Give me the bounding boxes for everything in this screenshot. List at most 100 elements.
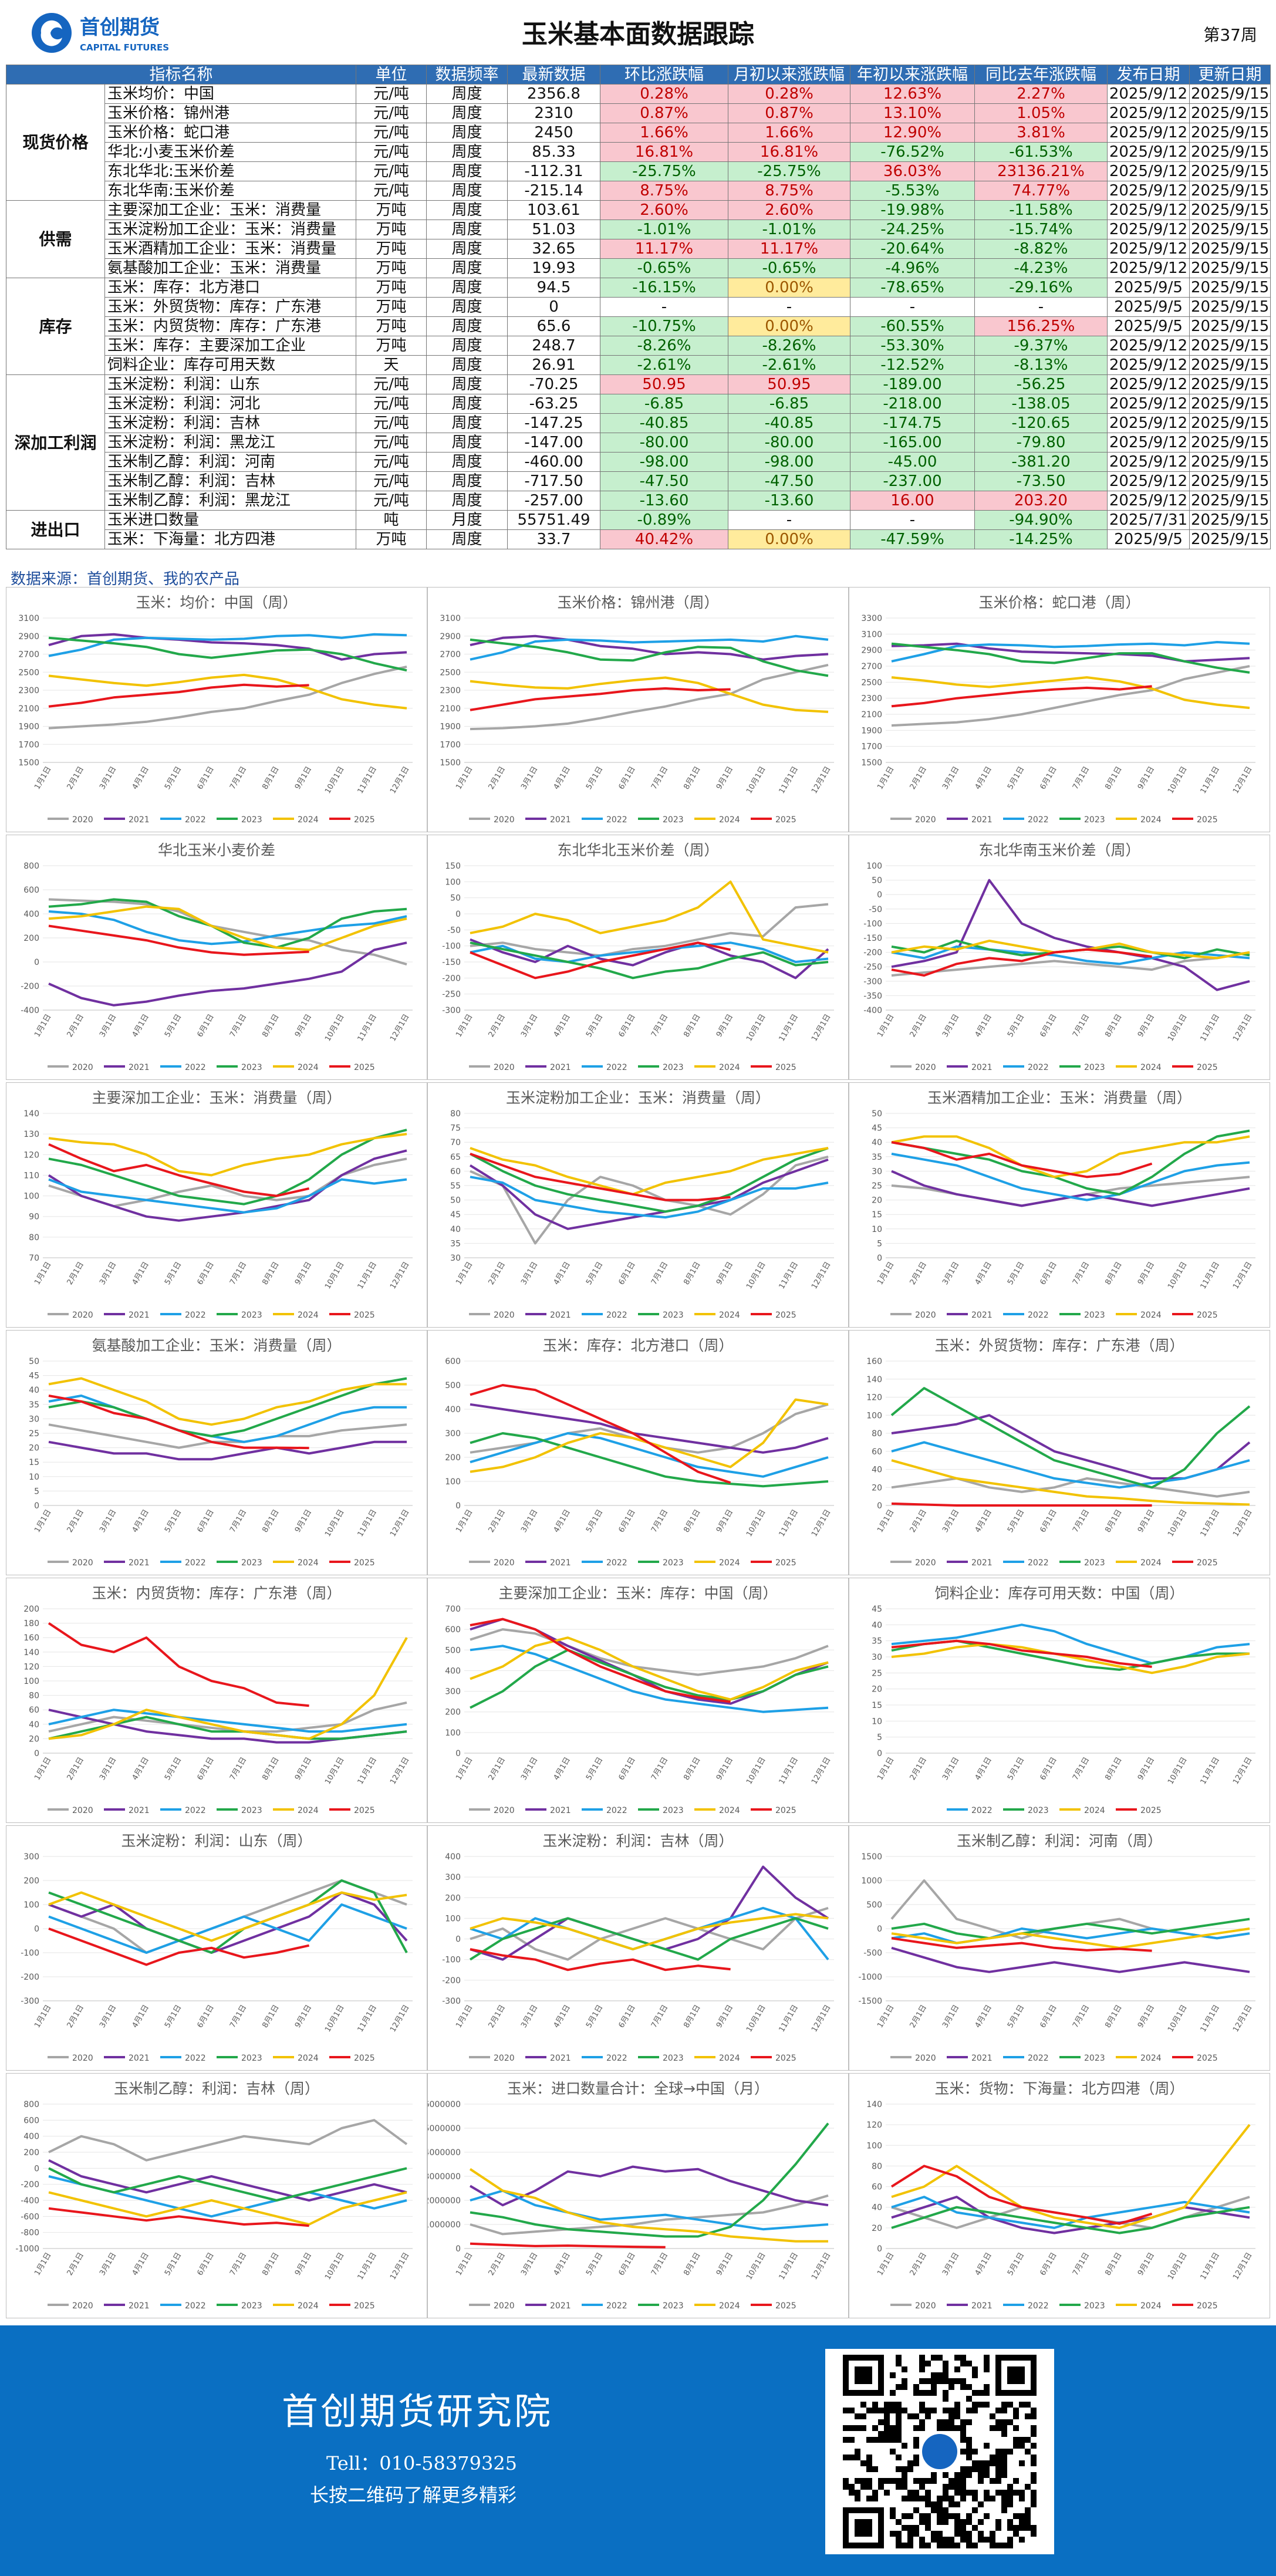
y-tick-label: 500 bbox=[445, 1381, 461, 1390]
y-tick-label: 60 bbox=[450, 1167, 461, 1176]
indicator-name: 玉米均价：中国 bbox=[104, 84, 356, 104]
change-cell: 0.00% bbox=[728, 529, 850, 549]
value-cell: 周度 bbox=[426, 471, 508, 491]
x-tick-label: 4月1日 bbox=[131, 2004, 151, 2030]
qr-module bbox=[966, 2443, 972, 2449]
x-tick-label: 7月1日 bbox=[650, 2251, 670, 2277]
x-tick-label: 11月1日 bbox=[778, 2251, 800, 2282]
change-cell: -381.20 bbox=[974, 452, 1108, 472]
y-tick-label: -200 bbox=[21, 982, 39, 991]
table-row: 库存 玉米：库存：北方港口 万吨 周度 94.5 -16.15% 0.00% -78.65% -… bbox=[6, 278, 1271, 375]
series-line-2020 bbox=[891, 951, 1250, 977]
y-tick-label: 0 bbox=[877, 1501, 882, 1511]
qr-module bbox=[843, 2425, 849, 2431]
legend-label: 2022 bbox=[1028, 1558, 1049, 1568]
y-tick-label: 0 bbox=[34, 1501, 39, 1511]
qr-module bbox=[984, 2460, 990, 2466]
y-tick-label: 20 bbox=[872, 2224, 882, 2233]
qr-module bbox=[978, 2501, 984, 2507]
qr-module bbox=[843, 2484, 849, 2490]
value-cell: 2025/9/15 bbox=[1189, 181, 1271, 201]
chart-title: 饲料企业：库存可用天数：中国（周） bbox=[934, 1585, 1184, 1602]
y-tick-label: 200 bbox=[23, 1605, 39, 1614]
x-tick-label: 11月1日 bbox=[1199, 1013, 1221, 1044]
y-tick-label: -300 bbox=[863, 977, 882, 987]
qr-module bbox=[960, 2478, 966, 2484]
series-line-2021 bbox=[48, 1149, 407, 1222]
x-tick-label: 7月1日 bbox=[1071, 2251, 1091, 2277]
x-tick-label: 4月1日 bbox=[131, 1756, 151, 1782]
qr-module bbox=[860, 2460, 866, 2466]
qr-module bbox=[966, 2384, 972, 2390]
series-line-2020 bbox=[470, 1906, 829, 1961]
y-tick-label: 2900 bbox=[440, 632, 461, 642]
x-tick-label: 10月1日 bbox=[1166, 1508, 1189, 1539]
logo-cn: 首创期货 bbox=[80, 16, 160, 39]
change-cell: -76.52% bbox=[850, 142, 975, 162]
legend-label: 2023 bbox=[663, 1558, 684, 1568]
legend-label: 2021 bbox=[971, 1063, 993, 1072]
qr-module bbox=[1007, 2496, 1013, 2501]
y-tick-label: 0 bbox=[877, 1254, 882, 1263]
value-cell: -215.14 bbox=[507, 181, 600, 201]
qr-module bbox=[995, 2455, 1001, 2460]
qr-code[interactable] bbox=[825, 2349, 1054, 2554]
series-line-2021 bbox=[469, 1158, 829, 1230]
x-tick-label: 9月1日 bbox=[293, 1013, 313, 1039]
series-line-2021 bbox=[470, 634, 829, 661]
qr-module bbox=[884, 2408, 890, 2413]
qr-module bbox=[855, 2425, 860, 2431]
qr-module bbox=[913, 2525, 919, 2531]
change-cell: -13.60 bbox=[600, 491, 728, 511]
x-tick-label: 9月1日 bbox=[715, 1508, 735, 1534]
qr-module bbox=[954, 2413, 960, 2419]
x-tick-label: 4月1日 bbox=[974, 1508, 994, 1534]
y-tick-label: 140 bbox=[23, 1648, 39, 1657]
change-cell: -16.15% bbox=[600, 278, 728, 298]
legend-label: 2025 bbox=[1197, 1311, 1218, 1320]
value-cell: 103.61 bbox=[507, 200, 600, 220]
y-tick-label: 0 bbox=[455, 1749, 461, 1758]
x-tick-label: 8月1日 bbox=[682, 2004, 702, 2030]
x-tick-label: 5月1日 bbox=[163, 765, 183, 791]
x-tick-label: 11月1日 bbox=[778, 2004, 800, 2034]
value-cell: 元/吨 bbox=[356, 374, 427, 394]
value-cell: 周度 bbox=[426, 84, 508, 104]
x-tick-label: 11月1日 bbox=[1199, 2251, 1221, 2282]
series-line-2025 bbox=[48, 1143, 310, 1197]
x-tick-label: 3月1日 bbox=[98, 1013, 118, 1039]
y-tick-label: 3100 bbox=[440, 614, 461, 623]
qr-module bbox=[860, 2413, 866, 2419]
qr-module bbox=[990, 2413, 995, 2419]
qr-module bbox=[1013, 2437, 1019, 2443]
legend-label: 2023 bbox=[663, 1311, 684, 1320]
qr-module bbox=[990, 2543, 995, 2548]
change-cell: 11.17% bbox=[600, 239, 728, 259]
x-tick-label: 12月1日 bbox=[1231, 1508, 1254, 1539]
value-cell: 2025/9/5 bbox=[1107, 316, 1190, 336]
y-tick-label: 1000 bbox=[861, 1876, 882, 1886]
change-cell: 1.66% bbox=[728, 123, 850, 143]
qr-module bbox=[890, 2431, 896, 2437]
x-tick-label: 3月1日 bbox=[98, 765, 118, 791]
qr-module bbox=[966, 2543, 972, 2548]
value-cell: 2025/9/15 bbox=[1189, 491, 1271, 511]
legend-label: 2020 bbox=[494, 815, 515, 825]
table-header-row: 指标名称 单位 数据频率 最新数据 环比涨跌幅 月初以来涨跌幅 年初以来涨跌幅 同比去年涨跌幅… bbox=[6, 65, 1271, 85]
qr-module bbox=[884, 2419, 890, 2425]
qr-module bbox=[919, 2366, 925, 2372]
value-cell: 2025/9/12 bbox=[1107, 142, 1190, 162]
x-tick-label: 10月1日 bbox=[745, 2251, 767, 2282]
qr-module bbox=[937, 2507, 943, 2513]
x-tick-label: 6月1日 bbox=[617, 1013, 637, 1039]
qr-module bbox=[919, 2519, 925, 2525]
legend-label: 2024 bbox=[298, 1063, 319, 1072]
change-cell: -78.65% bbox=[850, 278, 975, 298]
chart-svg: 主要深加工企业：玉米：消费量（周） 70 80 90 100 110 120 130 140 1月… bbox=[23, 1089, 413, 1320]
legend-label: 2021 bbox=[971, 2054, 993, 2063]
value-cell: 2025/9/15 bbox=[1189, 336, 1271, 356]
qr-module bbox=[896, 2384, 902, 2390]
qr-module bbox=[937, 2519, 943, 2525]
series-line-2025 bbox=[891, 948, 1152, 977]
qr-module bbox=[995, 2472, 1001, 2478]
